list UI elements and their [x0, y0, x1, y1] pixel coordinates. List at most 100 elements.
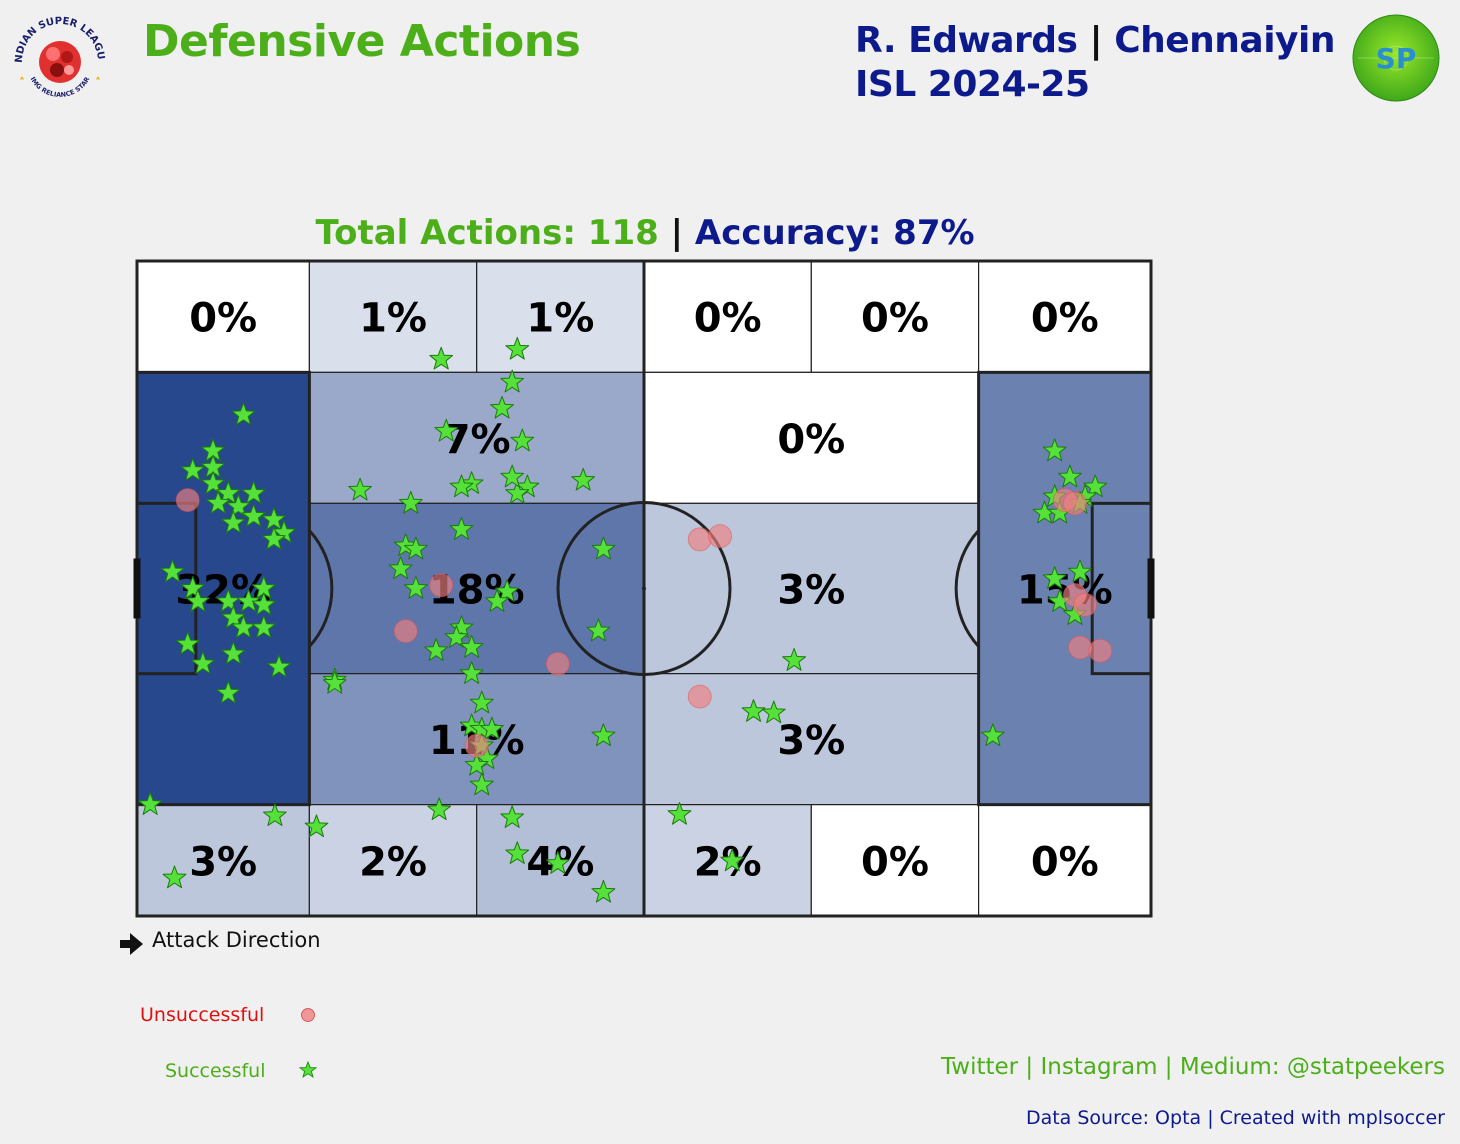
- zone-percent-label: 2%: [359, 839, 427, 885]
- successful-action-point: [231, 402, 256, 426]
- successful-action-point: [403, 536, 428, 560]
- successful-action-point: [206, 490, 230, 514]
- successful-action-point: [1042, 566, 1067, 589]
- successful-action-point: [449, 474, 474, 498]
- team-name: Chennaiyin: [1114, 20, 1335, 61]
- successful-action-point: [304, 814, 329, 838]
- successful-action-point: [667, 802, 692, 825]
- successful-action-point: [403, 576, 428, 599]
- successful-action-point: [160, 559, 185, 583]
- right-penalty-arc: [954, 529, 980, 648]
- zone-cell: [308, 260, 478, 373]
- successful-action-point: [444, 625, 469, 648]
- successful-action-point: [761, 700, 786, 724]
- total-actions-value: 118: [587, 213, 659, 253]
- successful-action-point: [485, 589, 509, 612]
- successful-action-point: [398, 490, 423, 514]
- successful-action-point: [424, 638, 448, 661]
- center-spot: [642, 586, 646, 591]
- zone-background: [309, 261, 477, 373]
- successful-action-point: [469, 772, 494, 796]
- successful-action-point: [180, 576, 205, 599]
- successful-action-point: [741, 699, 766, 722]
- successful-action-point: [216, 680, 241, 704]
- zone-percent-label: 0%: [861, 296, 929, 342]
- successful-action-point: [571, 467, 596, 491]
- zone-cell: [308, 804, 478, 917]
- successful-action-point: [1068, 559, 1092, 583]
- arrow-right-icon: [120, 933, 143, 955]
- data-source-credit: Data Source: Opta | Created with mplsocc…: [1025, 1107, 1445, 1129]
- successful-action-point: [591, 879, 616, 903]
- successful-action-point: [490, 395, 514, 419]
- successful-action-point: [241, 481, 266, 504]
- statpeekers-logo-text: SP: [1376, 42, 1417, 75]
- unsuccessful-action-point: [175, 488, 200, 513]
- successful-action-point: [251, 615, 276, 638]
- successful-action-point: [221, 605, 246, 629]
- zone-cell: [476, 260, 645, 373]
- successful-action-point: [1058, 464, 1082, 488]
- successful-action-point: [505, 841, 530, 864]
- unsuccessful-action-point: [687, 684, 712, 709]
- successful-action-point: [216, 481, 241, 504]
- zone-cell: [136, 371, 310, 806]
- zone-percent-label: 0%: [189, 296, 257, 342]
- successful-action-point: [505, 336, 530, 360]
- isl-logo: INDIAN SUPER LEAGUE IMG RELIANCE STAR: [8, 10, 106, 99]
- successful-action-point: [545, 851, 570, 874]
- unsuccessful-action-point: [1088, 638, 1113, 663]
- zone-background: [811, 804, 979, 916]
- successful-action-point: [1083, 474, 1108, 498]
- successful-action-point: [449, 517, 474, 540]
- successful-action-point: [236, 589, 261, 612]
- successful-action-point: [1042, 438, 1067, 462]
- successful-action-point: [459, 635, 484, 658]
- successful-action-point: [586, 618, 611, 642]
- successful-action-point: [221, 641, 246, 665]
- successful-action-point: [267, 654, 291, 678]
- successful-action-point: [388, 556, 413, 580]
- successful-action-point: [191, 651, 215, 674]
- zone-percent-label: 3%: [189, 839, 257, 885]
- successful-action-point: [515, 474, 540, 498]
- successful-action-point: [427, 797, 452, 821]
- legend-unsuccessful-label: Unsuccessful: [140, 1004, 265, 1026]
- attack-direction-label: Attack Direction: [152, 928, 321, 952]
- summary-separator: |: [670, 213, 695, 253]
- successful-action-point: [720, 848, 745, 872]
- legend-successful-marker: [298, 1060, 318, 1079]
- zone-background: [978, 804, 1151, 916]
- accuracy-label: Accuracy:: [694, 213, 882, 253]
- zone-labels: 0%1%1%0%0%0%32%7%18%11%0%3%3%15%3%2%4%2%…: [175, 296, 1112, 886]
- unsuccessful-action-point: [1073, 592, 1098, 617]
- zone-percent-label: 3%: [777, 718, 845, 764]
- successful-action-point: [591, 536, 616, 560]
- total-actions-label: Total Actions:: [315, 213, 576, 253]
- zone-percent-label: 0%: [1031, 839, 1099, 885]
- successful-action-point: [591, 723, 616, 747]
- center-circle: [556, 501, 732, 676]
- accuracy-value: 87%: [893, 213, 975, 253]
- successful-action-point: [464, 752, 489, 776]
- successful-action-point: [221, 510, 246, 534]
- unsuccessful-action-point: [429, 573, 454, 598]
- successful-action-point: [201, 471, 225, 494]
- unsuccessful-action-point: [464, 733, 489, 758]
- successful-action-point: [262, 526, 286, 550]
- zone-background: [644, 372, 979, 504]
- player-team-separator: |: [1089, 20, 1115, 61]
- successful-action-point: [241, 504, 266, 527]
- successful-action-point: [510, 428, 535, 452]
- zone-background: [309, 804, 477, 916]
- zone-percent-label: 0%: [777, 417, 845, 463]
- successful-action-point: [272, 520, 296, 543]
- zone-percent-label: 7%: [443, 417, 511, 463]
- zone-percent-label: 1%: [526, 296, 594, 342]
- zone-background: [476, 261, 644, 373]
- successful-action-point: [251, 592, 276, 616]
- successful-action-point: [180, 458, 205, 481]
- successful-action-point: [495, 579, 519, 602]
- successful-action-point: [782, 648, 806, 671]
